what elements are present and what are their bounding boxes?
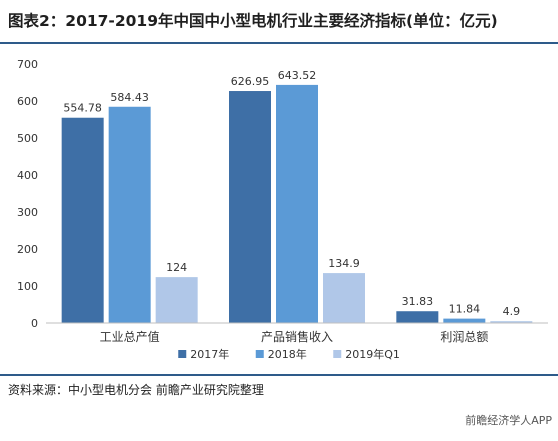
bar-value-label: 626.95 [231,75,270,88]
legend: 2017年 2018年 2019年Q1 [178,347,400,361]
y-tick-label: 700 [17,58,38,71]
bar-value-label: 554.78 [63,102,102,115]
source-note: 资料来源：中小型电机分会 前瞻产业研究院整理 [8,383,264,397]
legend-swatch [178,350,187,358]
y-tick-label: 400 [17,169,38,182]
y-tick-label: 0 [31,317,38,330]
bar [155,277,198,323]
bar-value-label: 11.84 [449,303,481,316]
bar-value-label: 134.9 [328,257,360,270]
bar-chart: 0 100 200 300 400 500 600 700 554.78 584.43 124 62… [17,58,548,361]
bar [323,273,365,323]
y-axis: 0 100 200 300 400 500 600 700 [17,58,38,330]
bar [61,117,104,323]
bar-value-label: 4.9 [503,305,521,318]
x-category-label: 工业总产值 [100,329,160,344]
bar-value-label: 124 [166,261,187,274]
bar-labels: 554.78 584.43 124 626.95 643.52 134.9 31.83 11.… [63,69,520,318]
x-category-label: 产品销售收入 [261,329,333,344]
top-divider [0,42,558,44]
x-axis: 工业总产值 产品销售收入 利润总额 [46,322,548,344]
y-tick-label: 600 [17,95,38,108]
bar [490,321,533,323]
legend-label: 2018年 [268,347,307,361]
legend-swatch [255,350,264,358]
y-tick-label: 100 [17,280,38,293]
bar [229,91,271,323]
brand-watermark: 前瞻经济学人APP [465,414,552,427]
bottom-divider [0,374,558,376]
bar-value-label: 584.43 [110,91,149,104]
bar [443,318,486,323]
bar [396,311,439,323]
bars [61,84,533,323]
y-tick-label: 300 [17,206,38,219]
bar-value-label: 643.52 [278,69,317,82]
x-category-label: 利润总额 [440,330,488,344]
bar-value-label: 31.83 [402,295,434,308]
legend-label: 2017年 [190,347,229,361]
y-tick-label: 200 [17,243,38,256]
legend-swatch [333,350,342,358]
chart-title: 图表2：2017-2019年中国中小型电机行业主要经济指标(单位：亿元) [8,12,498,30]
bar [108,106,151,323]
legend-label: 2019年Q1 [345,347,400,361]
y-tick-label: 500 [17,132,38,145]
bar [276,84,318,323]
